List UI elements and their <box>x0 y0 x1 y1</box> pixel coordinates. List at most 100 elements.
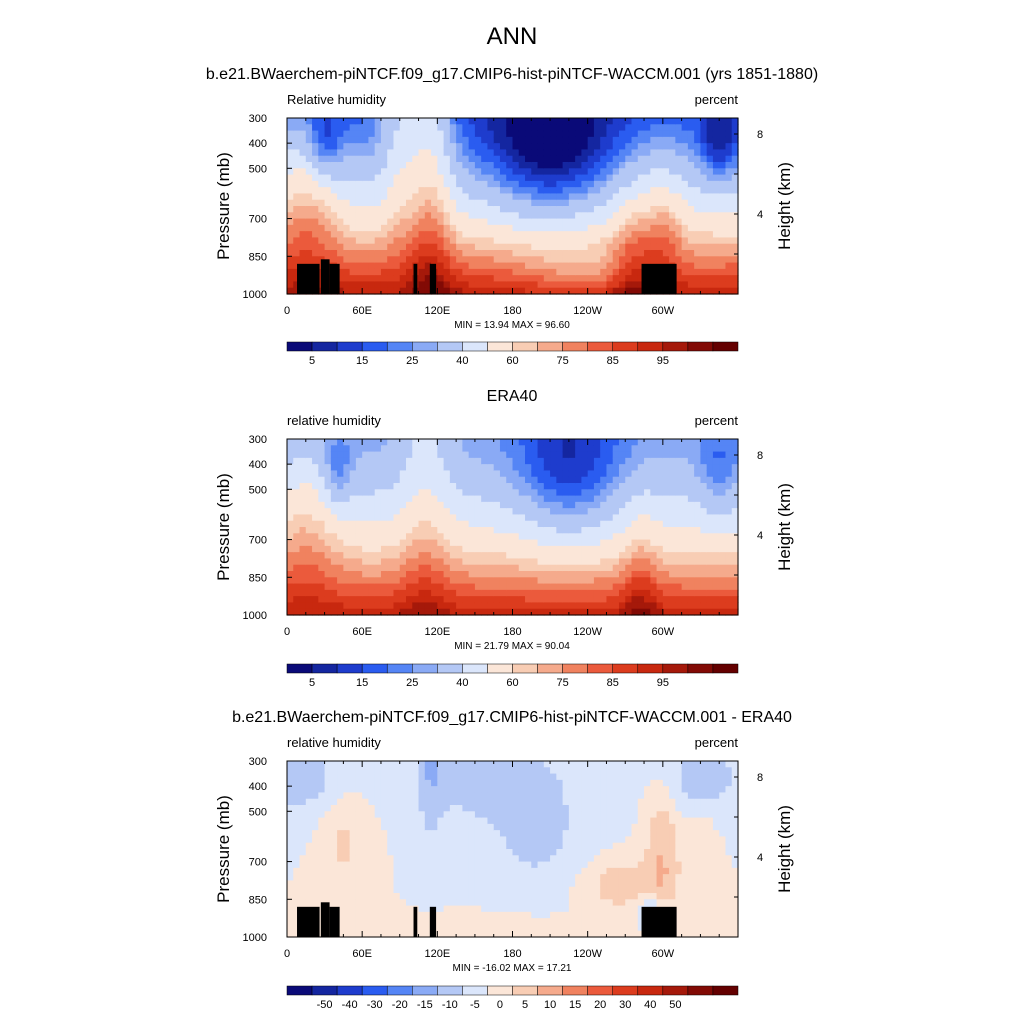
heatmap-cell <box>656 539 664 547</box>
heatmap-cell <box>349 212 357 220</box>
heatmap-cell <box>543 206 551 213</box>
heatmap-cell <box>318 886 326 894</box>
heatmap-cell <box>368 874 376 882</box>
heatmap-cell <box>474 180 482 188</box>
heatmap-cell <box>681 495 689 503</box>
heatmap-cell <box>562 180 570 188</box>
heatmap-cell <box>537 520 545 528</box>
heatmap-cell <box>474 571 482 578</box>
heatmap-cell <box>437 539 445 547</box>
heatmap-cell <box>568 602 576 610</box>
heatmap-cell <box>312 168 319 176</box>
heatmap-cell <box>305 602 313 610</box>
heatmap-cell <box>387 287 395 295</box>
heatmap-cell <box>506 256 514 264</box>
heatmap-cell <box>424 798 432 806</box>
heatmap-cell <box>719 250 727 257</box>
heatmap-cell <box>687 533 695 541</box>
heatmap-cell <box>443 577 451 585</box>
heatmap-cell <box>537 489 545 497</box>
heatmap-cell <box>393 218 401 226</box>
heatmap-cell <box>631 136 639 144</box>
heatmap-cell <box>399 596 407 604</box>
heatmap-cell <box>387 867 395 875</box>
heatmap-cell <box>293 187 301 195</box>
heatmap-cell <box>287 811 294 819</box>
heatmap-cell <box>662 212 670 220</box>
heatmap-cell <box>706 199 714 207</box>
heatmap-cell <box>512 439 520 446</box>
heatmap-cell <box>556 275 564 283</box>
heatmap-cell <box>418 930 426 938</box>
heatmap-cell <box>349 501 357 509</box>
heatmap-cell <box>362 855 370 863</box>
heatmap-cell <box>380 798 388 806</box>
heatmap-cell <box>368 571 376 578</box>
heatmap-cell <box>631 206 639 213</box>
heatmap-cell <box>625 527 633 534</box>
heatmap-cell <box>568 256 576 264</box>
heatmap-cell <box>712 608 720 616</box>
heatmap-cell <box>324 199 332 207</box>
heatmap-cell <box>293 520 301 528</box>
heatmap-cell <box>449 514 457 522</box>
heatmap-cell <box>687 596 695 604</box>
heatmap-cell <box>406 867 413 875</box>
heatmap-cell <box>675 224 683 232</box>
heatmap-cell <box>399 899 407 907</box>
heatmap-cell <box>437 224 445 232</box>
panel-3: b.e21.BWaerchem-piNTCF.f09_g17.CMIP6-his… <box>214 709 794 1011</box>
heatmap-cell <box>299 539 307 547</box>
heatmap-cell <box>312 552 319 560</box>
heatmap-cell <box>299 608 307 616</box>
heatmap-cell <box>355 451 363 459</box>
heatmap-cell <box>568 451 576 459</box>
heatmap-cell <box>462 256 470 264</box>
heatmap-cell <box>312 811 319 819</box>
heatmap-cell <box>481 193 489 201</box>
heatmap-cell <box>493 168 501 176</box>
heatmap-cell <box>318 136 326 144</box>
heatmap-cell <box>380 501 388 509</box>
heatmap-cell <box>499 483 507 490</box>
heatmap-cell <box>305 218 313 226</box>
heatmap-cell <box>556 608 564 616</box>
heatmap-cell <box>499 571 507 578</box>
heatmap-cell <box>412 489 420 497</box>
heatmap-cell <box>712 287 720 295</box>
heatmap-cell <box>681 180 689 188</box>
heatmap-cell <box>299 867 307 875</box>
heatmap-cell <box>487 275 495 283</box>
heatmap-cell <box>462 118 470 125</box>
heatmap-cell <box>305 212 313 220</box>
heatmap-cell <box>368 527 376 534</box>
heatmap-cell <box>556 514 564 522</box>
heatmap-cell <box>525 124 532 132</box>
heatmap-cell <box>512 199 520 207</box>
heatmap-cell <box>562 596 570 604</box>
heatmap-cell <box>562 589 570 597</box>
heatmap-cell <box>625 275 633 283</box>
heatmap-cell <box>368 589 376 597</box>
heatmap-cell <box>368 905 376 913</box>
heatmap-cell <box>543 533 551 541</box>
heatmap-cell <box>575 130 582 138</box>
heatmap-cell <box>506 218 514 226</box>
heatmap-cell <box>443 256 451 264</box>
heatmap-cell <box>393 608 401 616</box>
heatmap-cell <box>550 483 557 490</box>
heatmap-cell <box>593 124 601 132</box>
heatmap-cell <box>305 798 313 806</box>
heatmap-cell <box>700 464 708 472</box>
heatmap-cell <box>681 212 689 220</box>
heatmap-cell <box>481 514 489 522</box>
heatmap-cell <box>305 849 313 856</box>
heatmap-cell <box>406 520 413 528</box>
heatmap-cell <box>725 470 733 478</box>
heatmap-cell <box>474 206 482 213</box>
heatmap-cell <box>443 552 451 560</box>
heatmap-cell <box>606 552 614 560</box>
heatmap-cell <box>493 212 501 220</box>
heatmap-cell <box>618 155 626 163</box>
heatmap-cell <box>424 256 432 264</box>
